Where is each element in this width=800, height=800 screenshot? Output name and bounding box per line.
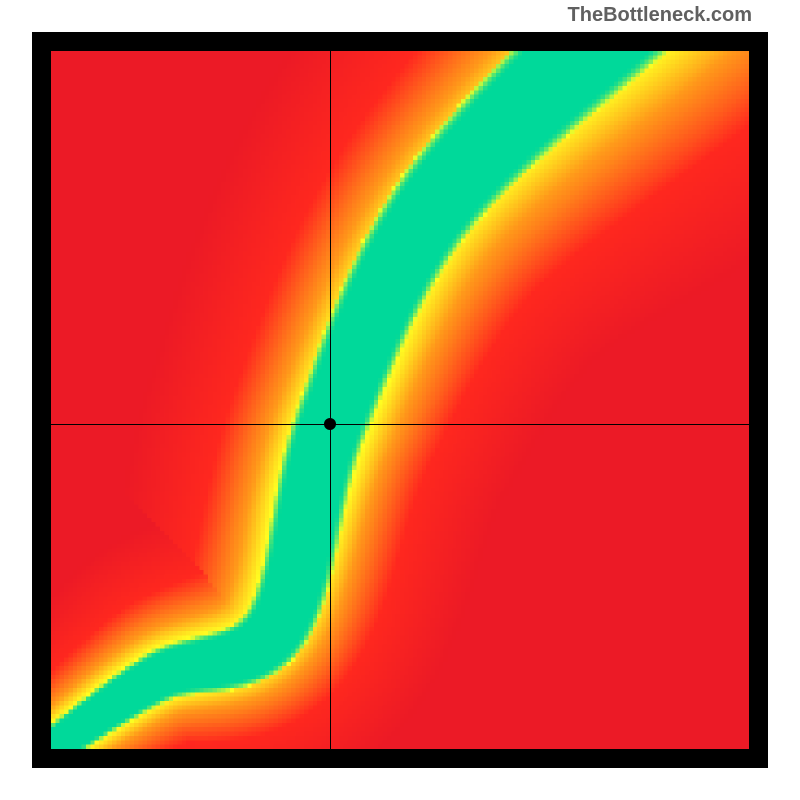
crosshair-vertical bbox=[330, 51, 331, 749]
crosshair-horizontal bbox=[51, 424, 749, 425]
attribution-text: TheBottleneck.com bbox=[568, 4, 752, 27]
chart-frame bbox=[32, 32, 768, 768]
plot-area bbox=[51, 51, 749, 749]
heatmap-canvas bbox=[51, 51, 749, 749]
selected-point-marker bbox=[324, 418, 336, 430]
